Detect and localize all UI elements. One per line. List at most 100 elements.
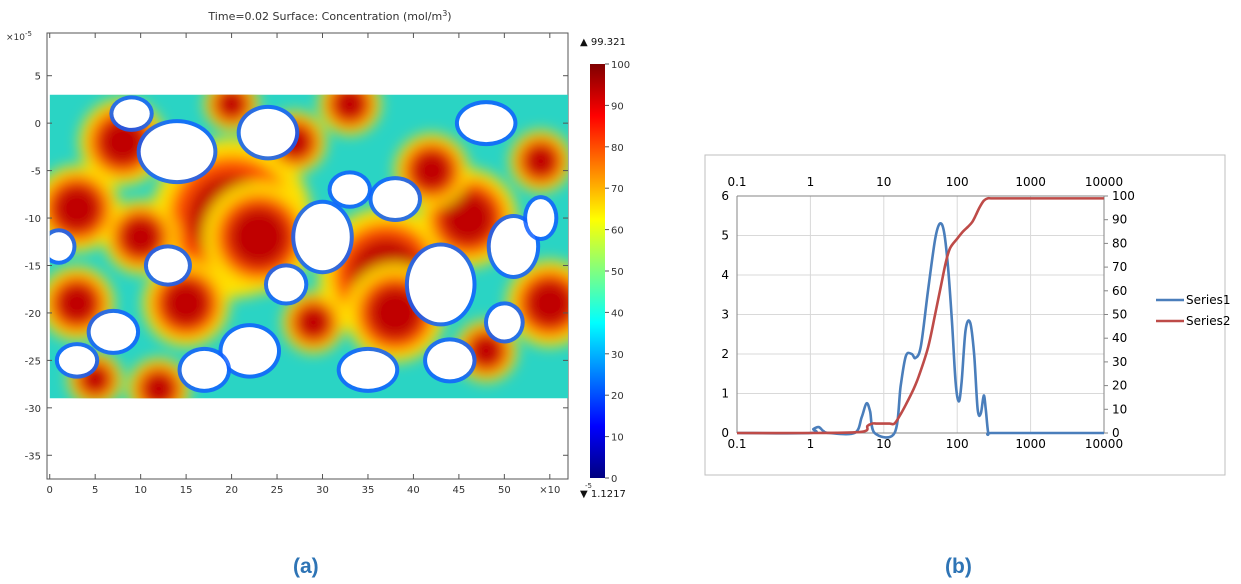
x-top-tick-label: 10000 bbox=[1085, 175, 1123, 189]
x-tick-label: 50 bbox=[498, 485, 511, 496]
x-bottom-tick-label: 10000 bbox=[1085, 437, 1123, 451]
concentration-field bbox=[49, 94, 569, 399]
porous-domain bbox=[49, 94, 569, 399]
y-right-tick-label: 0 bbox=[1112, 426, 1120, 440]
pore bbox=[90, 312, 137, 351]
concentration-surface-plot: Time=0.02 Surface: Concentration (mol/m 3… bbox=[0, 0, 640, 510]
pore bbox=[458, 104, 514, 143]
caption-b: (b) bbox=[945, 555, 972, 578]
y-tick-label: -5 bbox=[31, 167, 41, 178]
y-right-tick-label: 80 bbox=[1112, 236, 1127, 250]
colorbar-tick-label: 90 bbox=[611, 101, 624, 112]
x-tick-label: 45 bbox=[453, 485, 466, 496]
pore bbox=[487, 305, 521, 340]
x-bottom-tick-label: 100 bbox=[946, 437, 969, 451]
y-tick-label: -35 bbox=[25, 451, 41, 462]
chart-series bbox=[736, 196, 1104, 439]
axis-ticks: 0 5 10 15 20 25 30 35 40 45 50 ×1050-5-10-15-20-25-… bbox=[25, 33, 568, 496]
y-right-tick-label: 100 bbox=[1112, 189, 1135, 203]
concentration-core bbox=[296, 305, 331, 340]
y-left-tick-label: 0 bbox=[721, 426, 729, 440]
pore bbox=[527, 199, 555, 238]
plot-title-end: ) bbox=[447, 10, 451, 23]
y-left-tick-label: 2 bbox=[721, 347, 729, 361]
x-tick-label: 35 bbox=[362, 485, 375, 496]
x-bottom-tick-label: 0.1 bbox=[727, 437, 746, 451]
pore bbox=[340, 350, 396, 389]
colorbar-tick-label: 10 bbox=[611, 433, 624, 444]
y-tick-label: -10 bbox=[25, 214, 41, 225]
domain-clip-group bbox=[49, 94, 569, 399]
y-tick-label: -15 bbox=[25, 261, 41, 272]
colorbar-max-marker: ▲ 99.321 bbox=[580, 37, 626, 48]
pore bbox=[140, 123, 214, 181]
colorbar-tick-label: 80 bbox=[611, 143, 624, 154]
concentration-core bbox=[469, 333, 504, 368]
pore bbox=[427, 341, 473, 380]
x-top-tick-label: 0.1 bbox=[727, 175, 746, 189]
colorbar-tick-label: 40 bbox=[611, 308, 624, 319]
pore bbox=[240, 108, 296, 157]
concentration-core bbox=[440, 190, 496, 246]
x-top-tick-label: 100 bbox=[946, 175, 969, 189]
pore bbox=[267, 267, 305, 302]
y-tick-label: 0 bbox=[35, 119, 41, 130]
y-left-tick-label: 3 bbox=[721, 308, 729, 322]
pore bbox=[372, 180, 418, 219]
concentration-core bbox=[216, 94, 247, 120]
pore bbox=[222, 327, 278, 375]
pore bbox=[295, 203, 350, 271]
concentration-core bbox=[523, 144, 558, 179]
x-top-tick-label: 1 bbox=[807, 175, 815, 189]
pore bbox=[147, 248, 188, 283]
concentration-core bbox=[228, 206, 290, 268]
y-right-tick-label: 60 bbox=[1112, 284, 1127, 298]
x-bottom-tick-label: 1 bbox=[807, 437, 815, 451]
x-tick-label: 20 bbox=[225, 485, 238, 496]
y-tick-label: 5 bbox=[35, 72, 41, 83]
y-right-tick-label: 30 bbox=[1112, 355, 1127, 369]
x-bottom-tick-label: 10 bbox=[876, 437, 891, 451]
x-tick-label: 40 bbox=[407, 485, 420, 496]
pore bbox=[49, 232, 73, 261]
y-left-tick-label: 4 bbox=[721, 268, 729, 282]
y-tick-label: -30 bbox=[25, 404, 41, 415]
x-exponent-sup: -5 bbox=[585, 482, 592, 490]
concentration-core bbox=[411, 150, 453, 192]
pore bbox=[113, 99, 150, 128]
x-top-tick-label: 1000 bbox=[1015, 175, 1046, 189]
concentration-core bbox=[162, 279, 210, 328]
y-left-tick-label: 5 bbox=[721, 229, 729, 243]
colorbar-min-marker: ▼ 1.1217 bbox=[580, 489, 626, 500]
particle-distribution-chart: 0.1 0.1 1 1 10 10 100 100 1000 1000 10000 10000 0 1 2 3… bbox=[700, 150, 1231, 480]
x-tick-label: 30 bbox=[316, 485, 329, 496]
concentration-core bbox=[332, 94, 367, 122]
colorbar-tick-label: 20 bbox=[611, 391, 624, 402]
pore bbox=[408, 246, 473, 323]
series-line-series2 bbox=[736, 196, 1104, 435]
y-left-tick-label: 6 bbox=[721, 189, 729, 203]
chart-legend: Series1 Series2 bbox=[1156, 293, 1231, 328]
y-exponent-power: -5 bbox=[25, 30, 32, 38]
concentration-core bbox=[120, 216, 162, 258]
y-left-tick-label: 1 bbox=[721, 387, 729, 401]
x-tick-label: ×10 bbox=[539, 485, 560, 496]
colorbar-tick-label: 30 bbox=[611, 350, 624, 361]
y-tick-label: -20 bbox=[25, 309, 41, 320]
x-tick-label: 0 bbox=[47, 485, 53, 496]
pore bbox=[181, 350, 228, 389]
y-right-tick-label: 40 bbox=[1112, 331, 1127, 345]
x-tick-label: 25 bbox=[271, 485, 284, 496]
pore bbox=[58, 346, 96, 375]
colorbar-tick-label: 100 bbox=[611, 60, 630, 71]
x-top-tick-label: 10 bbox=[876, 175, 891, 189]
colorbar-tick-label: 50 bbox=[611, 267, 624, 278]
y-right-tick-label: 70 bbox=[1112, 260, 1127, 274]
pore bbox=[490, 218, 537, 275]
y-tick-label: -25 bbox=[25, 356, 41, 367]
plot-title-main: Time=0.02 Surface: Concentration (mol/m bbox=[207, 10, 442, 23]
concentration-plot-svg: Time=0.02 Surface: Concentration (mol/m 3… bbox=[6, 9, 630, 501]
distribution-chart-svg: 0.10.11110101001001000100010000100000123… bbox=[704, 154, 1231, 476]
x-tick-label: 5 bbox=[92, 485, 98, 496]
